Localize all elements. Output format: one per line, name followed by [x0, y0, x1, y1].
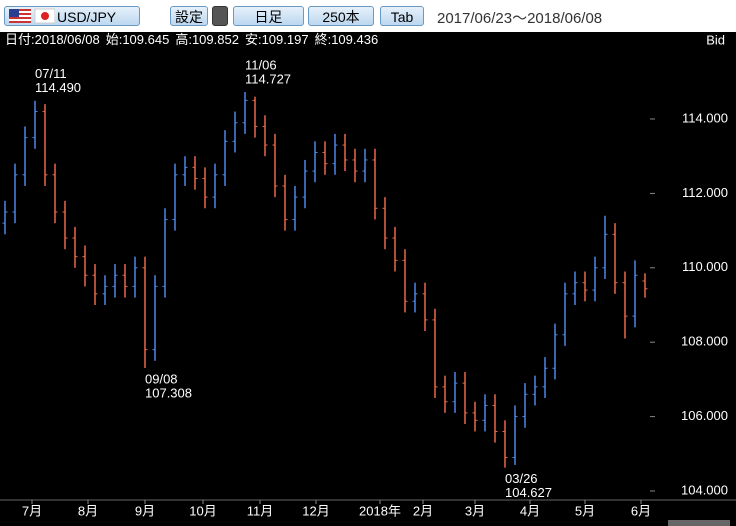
chart: 日付:2018/06/08 始:109.645 高:109.852 安:109.197…	[0, 32, 736, 526]
tab-button[interactable]: Tab	[380, 6, 424, 26]
pair-button[interactable]: USD/JPY	[4, 6, 140, 26]
x-tick-label: 2018年	[359, 503, 401, 518]
info-value: 109.197	[262, 32, 309, 47]
annotation-date: 09/08	[145, 371, 178, 386]
x-tick-label: 2月	[413, 503, 433, 518]
info-value: 109.436	[331, 32, 378, 47]
x-tick-label: 3月	[465, 503, 485, 518]
x-tick-label: 10月	[189, 503, 216, 518]
y-tick-label: 108.000	[681, 334, 728, 349]
pair: USD/JPY	[57, 9, 117, 25]
x-tick-label: 12月	[302, 503, 329, 518]
info-label: 日付:	[5, 32, 35, 47]
x-tick-label: 7月	[22, 503, 42, 518]
annotation-value: 107.308	[145, 385, 192, 400]
price-side: Bid	[706, 32, 725, 47]
date-range: 2017/06/23～2018/06/08	[437, 10, 603, 27]
y-tick-label: 114.000	[682, 110, 728, 125]
info-value: 2018/06/08	[35, 32, 100, 47]
annotation-date: 03/26	[505, 471, 538, 486]
x-tick-label: 11月	[247, 503, 274, 518]
x-tick-label: 9月	[135, 503, 155, 518]
info-label: 高:	[175, 32, 192, 47]
annotation-value: 114.490	[35, 80, 81, 95]
count-button[interactable]: 250本	[308, 6, 374, 26]
info-label: 始:	[106, 32, 123, 47]
x-tick-label: 6月	[631, 503, 651, 518]
annotation-date: 11/06	[245, 57, 277, 72]
icon-button[interactable]	[212, 6, 228, 26]
info-line: 日付:2018/06/08 始:109.645 高:109.852 安:109.197…	[5, 32, 378, 47]
x-tick-label: 8月	[78, 503, 98, 518]
flags	[9, 8, 55, 24]
info-label: 終:	[315, 32, 332, 47]
annotation-value: 104.627	[505, 485, 552, 500]
annotation-date: 07/11	[35, 66, 67, 81]
y-tick-label: 110.000	[682, 259, 728, 274]
x-tick-label: 4月	[520, 503, 540, 518]
y-tick-label: 106.000	[681, 408, 728, 423]
y-tick-label: 104.000	[681, 482, 728, 497]
period-button[interactable]: 日足	[233, 6, 304, 26]
x-tick-label: 5月	[575, 503, 595, 518]
info-label: 安:	[245, 32, 262, 47]
scrollbar	[668, 520, 730, 526]
info-value: 109.852	[192, 32, 239, 47]
toolbar: USD/JPY 設定 日足 250本 Tab 2017/06/23～2018/0…	[0, 0, 736, 32]
info-value: 109.645	[122, 32, 169, 47]
annotation-value: 114.727	[245, 71, 291, 86]
settings-button[interactable]: 設定	[170, 6, 208, 26]
y-tick-label: 112.000	[682, 185, 728, 200]
